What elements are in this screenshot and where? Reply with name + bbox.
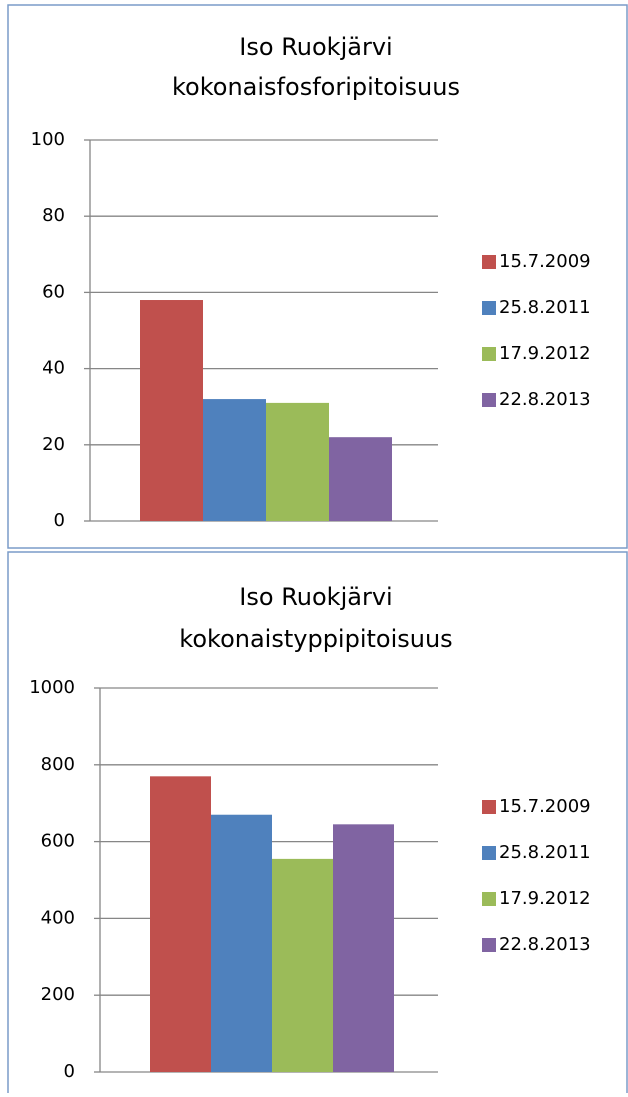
bar <box>150 776 211 1072</box>
legend-swatch <box>482 393 496 407</box>
bar <box>203 399 266 521</box>
y-tick-label: 600 <box>41 831 75 852</box>
legend-label: 15.7.2009 <box>499 796 591 817</box>
legend-label: 25.8.2011 <box>499 842 591 863</box>
y-tick-label: 40 <box>42 358 65 379</box>
y-tick-label: 0 <box>54 510 65 531</box>
bar <box>329 437 392 521</box>
bar <box>140 300 203 521</box>
chart-title: Iso Ruokjärvi <box>239 33 392 61</box>
legend-label: 22.8.2013 <box>499 389 591 410</box>
legend-label: 17.9.2012 <box>499 343 591 364</box>
legend-label: 17.9.2012 <box>499 888 591 909</box>
legend-swatch <box>482 892 496 906</box>
chart-title: kokonaistyppipitoisuus <box>179 625 452 653</box>
y-tick-label: 100 <box>31 129 65 150</box>
y-tick-label: 800 <box>41 754 75 775</box>
legend-swatch <box>482 938 496 952</box>
y-tick-label: 80 <box>42 205 65 226</box>
legend-swatch <box>482 255 496 269</box>
y-tick-label: 400 <box>41 907 75 928</box>
bar <box>272 858 333 1072</box>
panel-border <box>7 551 628 1097</box>
y-tick-label: 60 <box>42 281 65 302</box>
panel-border <box>7 4 628 549</box>
y-tick-label: 1000 <box>29 677 75 698</box>
bar <box>211 814 272 1072</box>
legend-swatch <box>482 347 496 361</box>
y-tick-label: 0 <box>64 1061 75 1082</box>
legend-swatch <box>482 301 496 315</box>
legend-swatch <box>482 846 496 860</box>
chart-title: kokonaisfosforipitoisuus <box>172 73 460 101</box>
bar <box>266 402 329 521</box>
legend-label: 15.7.2009 <box>499 251 591 272</box>
legend-label: 22.8.2013 <box>499 934 591 955</box>
bar <box>333 824 394 1072</box>
chart-title: Iso Ruokjärvi <box>239 583 392 611</box>
y-tick-label: 200 <box>41 984 75 1005</box>
legend-swatch <box>482 800 496 814</box>
legend-label: 25.8.2011 <box>499 297 591 318</box>
y-tick-label: 20 <box>42 434 65 455</box>
